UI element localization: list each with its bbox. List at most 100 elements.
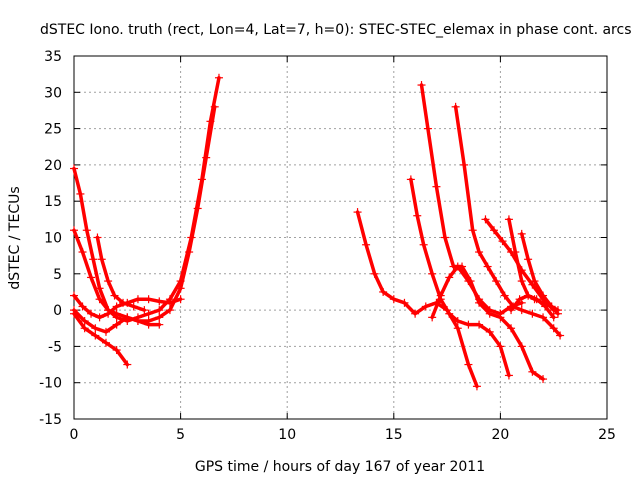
data-point (95, 295, 104, 304)
y-tick-label: 30 (44, 85, 62, 101)
data-point (144, 295, 153, 304)
data-point (370, 269, 379, 278)
data-point (210, 102, 219, 111)
data-point (193, 204, 202, 213)
data-point (97, 255, 106, 264)
data-point (176, 284, 185, 293)
data-layer (70, 73, 565, 391)
series-line (409, 177, 511, 378)
x-tick-label: 25 (598, 427, 616, 443)
data-point (93, 233, 102, 242)
data-point (464, 277, 473, 286)
data-point (87, 309, 96, 318)
data-point (185, 248, 194, 257)
series-arc-14 (517, 229, 562, 318)
data-point (432, 182, 441, 191)
data-point (95, 313, 104, 322)
x-tick-label: 0 (70, 427, 79, 443)
data-point (76, 189, 85, 198)
data-point (524, 255, 533, 264)
data-point (464, 360, 473, 369)
x-tick-label: 10 (278, 427, 296, 443)
data-point (517, 277, 526, 286)
series-arc-3 (70, 291, 185, 322)
data-point (155, 297, 164, 306)
x-tick-label: 20 (491, 427, 509, 443)
series-arc-9 (417, 81, 548, 384)
data-point (80, 324, 89, 333)
series-line (72, 76, 221, 323)
data-point (144, 320, 153, 329)
data-point (464, 320, 473, 329)
y-tick-label: -15 (39, 412, 62, 428)
data-point (70, 164, 78, 173)
data-point (485, 306, 494, 315)
data-point (417, 81, 426, 90)
data-point (541, 302, 550, 311)
data-point (214, 73, 223, 82)
data-point (406, 175, 415, 184)
series-line (419, 83, 545, 381)
data-point (129, 302, 138, 311)
data-point (70, 226, 78, 235)
data-point (413, 211, 422, 220)
grid (74, 56, 607, 419)
data-point (468, 226, 477, 235)
series-arc-4 (70, 309, 132, 369)
data-point (123, 360, 132, 369)
data-point (140, 306, 149, 315)
y-tick-label: 5 (53, 267, 62, 283)
data-point (517, 342, 526, 351)
data-point (539, 313, 548, 322)
data-point (436, 291, 445, 300)
data-point (475, 248, 484, 257)
data-point (504, 371, 513, 380)
data-point (517, 306, 526, 315)
data-point (165, 298, 174, 307)
series-arc-6 (93, 233, 149, 315)
data-point (101, 338, 110, 347)
data-point (496, 342, 505, 351)
data-point (498, 237, 507, 246)
data-point (101, 327, 110, 336)
data-point (504, 215, 513, 224)
data-point (80, 316, 89, 325)
data-point (445, 309, 454, 318)
data-point (453, 316, 462, 325)
y-tick-label: 10 (44, 231, 62, 247)
data-point (144, 309, 153, 318)
data-point (70, 291, 78, 300)
series-arc-10 (451, 102, 565, 340)
data-point (453, 262, 462, 271)
data-point (511, 248, 520, 257)
series-arc-15 (507, 291, 558, 322)
series-arc-2 (70, 102, 219, 325)
data-point (528, 367, 537, 376)
data-point (460, 160, 469, 169)
data-point (133, 295, 142, 304)
data-point (485, 327, 494, 336)
data-point (389, 295, 398, 304)
data-point (87, 273, 96, 282)
data-point (112, 320, 121, 329)
data-point (472, 382, 481, 391)
data-point (515, 295, 524, 304)
data-point (155, 320, 164, 329)
data-point (353, 208, 362, 217)
data-point (490, 226, 499, 235)
y-tick-label: 20 (44, 158, 62, 174)
data-point (445, 273, 454, 282)
data-point (119, 298, 128, 307)
x-tick-label: 5 (176, 427, 185, 443)
series-line (72, 105, 217, 323)
series-line (72, 311, 130, 367)
data-point (475, 320, 484, 329)
series-line (430, 264, 524, 320)
data-point (78, 248, 87, 257)
data-point (475, 295, 484, 304)
y-axis-label: dSTEC / TECUs (7, 186, 23, 289)
data-point (539, 291, 548, 300)
x-axis-label: GPS time / hours of day 167 of year 2011 (195, 459, 485, 475)
axis-ticks: 0 5 10 15 20 25 -15 -10 -5 0 5 10 15 20 25 30 35 (39, 49, 616, 443)
